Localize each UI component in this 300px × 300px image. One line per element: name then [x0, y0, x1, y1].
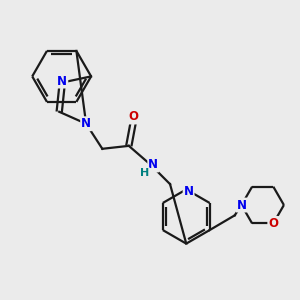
Text: H: H — [140, 168, 149, 178]
Text: N: N — [148, 158, 158, 172]
Text: N: N — [57, 74, 67, 88]
Text: O: O — [268, 217, 278, 230]
Text: O: O — [128, 110, 138, 124]
Text: N: N — [184, 185, 194, 198]
Text: N: N — [81, 117, 91, 130]
Text: N: N — [236, 199, 247, 212]
